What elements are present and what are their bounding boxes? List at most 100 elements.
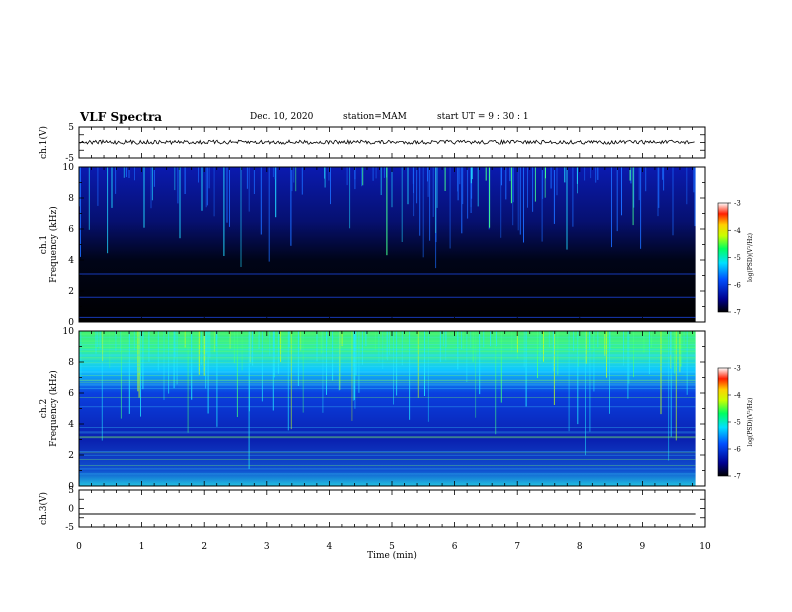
ch1-streak bbox=[512, 167, 514, 203]
ch1-streak bbox=[380, 167, 382, 195]
ch2-streak bbox=[577, 331, 579, 425]
ch1-streak bbox=[372, 167, 374, 181]
ch1-streak bbox=[375, 167, 377, 179]
ch1-streak bbox=[471, 167, 473, 180]
x-axis-label: Time (min) bbox=[367, 550, 417, 561]
ch2-streak bbox=[133, 331, 135, 351]
ch1-streak bbox=[611, 167, 612, 248]
y-tick-label: -5 bbox=[65, 154, 74, 164]
ch2-streak bbox=[457, 331, 459, 370]
ch2-streak bbox=[628, 331, 630, 384]
ch1-streak bbox=[470, 167, 472, 184]
ch1-streak bbox=[240, 167, 242, 267]
y-axis-label: Frequency (kHz) bbox=[48, 370, 59, 447]
ch1-streak bbox=[407, 167, 409, 205]
ch2-streak bbox=[120, 331, 122, 352]
ch2-streak bbox=[157, 331, 159, 371]
y-tick-label: 0 bbox=[68, 318, 74, 328]
ch2-streak bbox=[439, 331, 441, 363]
ch2-streak bbox=[358, 331, 360, 393]
ch2-streak bbox=[627, 331, 629, 399]
ch1-streak bbox=[361, 167, 363, 187]
x-tick-label: 6 bbox=[452, 542, 458, 552]
ch2-streak bbox=[650, 331, 652, 348]
ch1-streak bbox=[248, 167, 250, 212]
ch1-streak bbox=[301, 167, 303, 195]
ch1-streak bbox=[632, 167, 634, 226]
y-tick-label: 5 bbox=[68, 486, 74, 496]
ch2-streak bbox=[101, 331, 103, 441]
ch1-streak bbox=[550, 167, 552, 189]
x-tick-label: 1 bbox=[139, 542, 145, 552]
ch1-streak bbox=[229, 167, 230, 227]
ch2-streak bbox=[660, 331, 662, 415]
ch1-streak bbox=[226, 167, 228, 223]
ch1-streak bbox=[457, 167, 459, 192]
ch2-streak bbox=[568, 331, 570, 432]
ch2-streak bbox=[354, 331, 356, 409]
colorbar-label: log(PSD)(V²/Hz) bbox=[747, 233, 754, 282]
ch2-streak bbox=[539, 331, 541, 362]
ch2-streak bbox=[604, 331, 606, 357]
ch1-streak bbox=[534, 167, 536, 202]
y-tick-label: 10 bbox=[63, 163, 75, 173]
ch1-streak bbox=[566, 167, 568, 250]
ch1-streak bbox=[597, 167, 599, 180]
y-tick-label: 5 bbox=[68, 123, 74, 133]
ch2-streak bbox=[490, 331, 491, 347]
ch2-streak bbox=[442, 331, 444, 347]
ch2-streak bbox=[204, 331, 206, 361]
ch2-streak bbox=[142, 331, 144, 390]
ch2-streak bbox=[321, 331, 323, 354]
ch2-streak bbox=[355, 331, 357, 376]
ch2-streak bbox=[389, 331, 390, 355]
ch1-streak bbox=[572, 167, 574, 227]
ch1-streak bbox=[467, 167, 469, 219]
colorbar-tick-label: -4 bbox=[734, 392, 741, 400]
ch1-streak bbox=[505, 167, 507, 200]
ch2-streak bbox=[273, 331, 275, 378]
ch2-streak bbox=[643, 331, 645, 353]
x-tick-label: 9 bbox=[640, 542, 646, 552]
ch1-streak bbox=[577, 167, 578, 194]
ch2-streak bbox=[516, 331, 518, 353]
x-tick-label: 0 bbox=[76, 542, 82, 552]
ch1-streak bbox=[616, 167, 618, 232]
ch2-streak bbox=[675, 331, 677, 441]
ch1-streak bbox=[213, 167, 215, 217]
ch2-streak bbox=[401, 331, 403, 366]
ch2-streak bbox=[277, 331, 279, 374]
date-label: Dec. 10, 2020 bbox=[250, 112, 314, 122]
ch1-streak bbox=[693, 167, 695, 193]
ch2-streak bbox=[198, 331, 200, 375]
colorbar-tick-label: -6 bbox=[734, 281, 741, 289]
ch1-streak bbox=[88, 167, 90, 230]
ch2-streak bbox=[623, 331, 624, 360]
ch1-streak bbox=[115, 167, 117, 194]
ch2-streak bbox=[148, 331, 150, 362]
y-tick-label: 0 bbox=[68, 505, 74, 515]
ch1-streak bbox=[527, 167, 528, 208]
y-tick-label: 6 bbox=[68, 225, 74, 235]
ch1-streak bbox=[128, 167, 130, 178]
ch1-streak bbox=[153, 167, 155, 187]
y-tick-label: 8 bbox=[68, 358, 74, 368]
ch2-streak bbox=[258, 331, 260, 349]
ch1-streak bbox=[427, 167, 429, 197]
ch2-streak bbox=[248, 331, 250, 412]
ch2-streak bbox=[339, 331, 341, 390]
ch1-streak bbox=[275, 167, 277, 218]
ch1-streak bbox=[253, 167, 255, 194]
ch1-streak bbox=[500, 167, 502, 238]
ch2-streak bbox=[670, 331, 672, 355]
ch1-streak bbox=[449, 167, 451, 249]
ch1-streak bbox=[544, 167, 546, 198]
ch1-streak bbox=[564, 167, 566, 183]
ch2-streak bbox=[168, 331, 170, 394]
y-axis-label: ch.1 bbox=[39, 235, 49, 254]
x-tick-label: 2 bbox=[201, 542, 207, 552]
colorbar-tick-label: -5 bbox=[734, 254, 741, 262]
ch1-streak bbox=[470, 167, 472, 208]
ch1-streak bbox=[686, 167, 688, 205]
ch1-streak bbox=[419, 167, 421, 236]
